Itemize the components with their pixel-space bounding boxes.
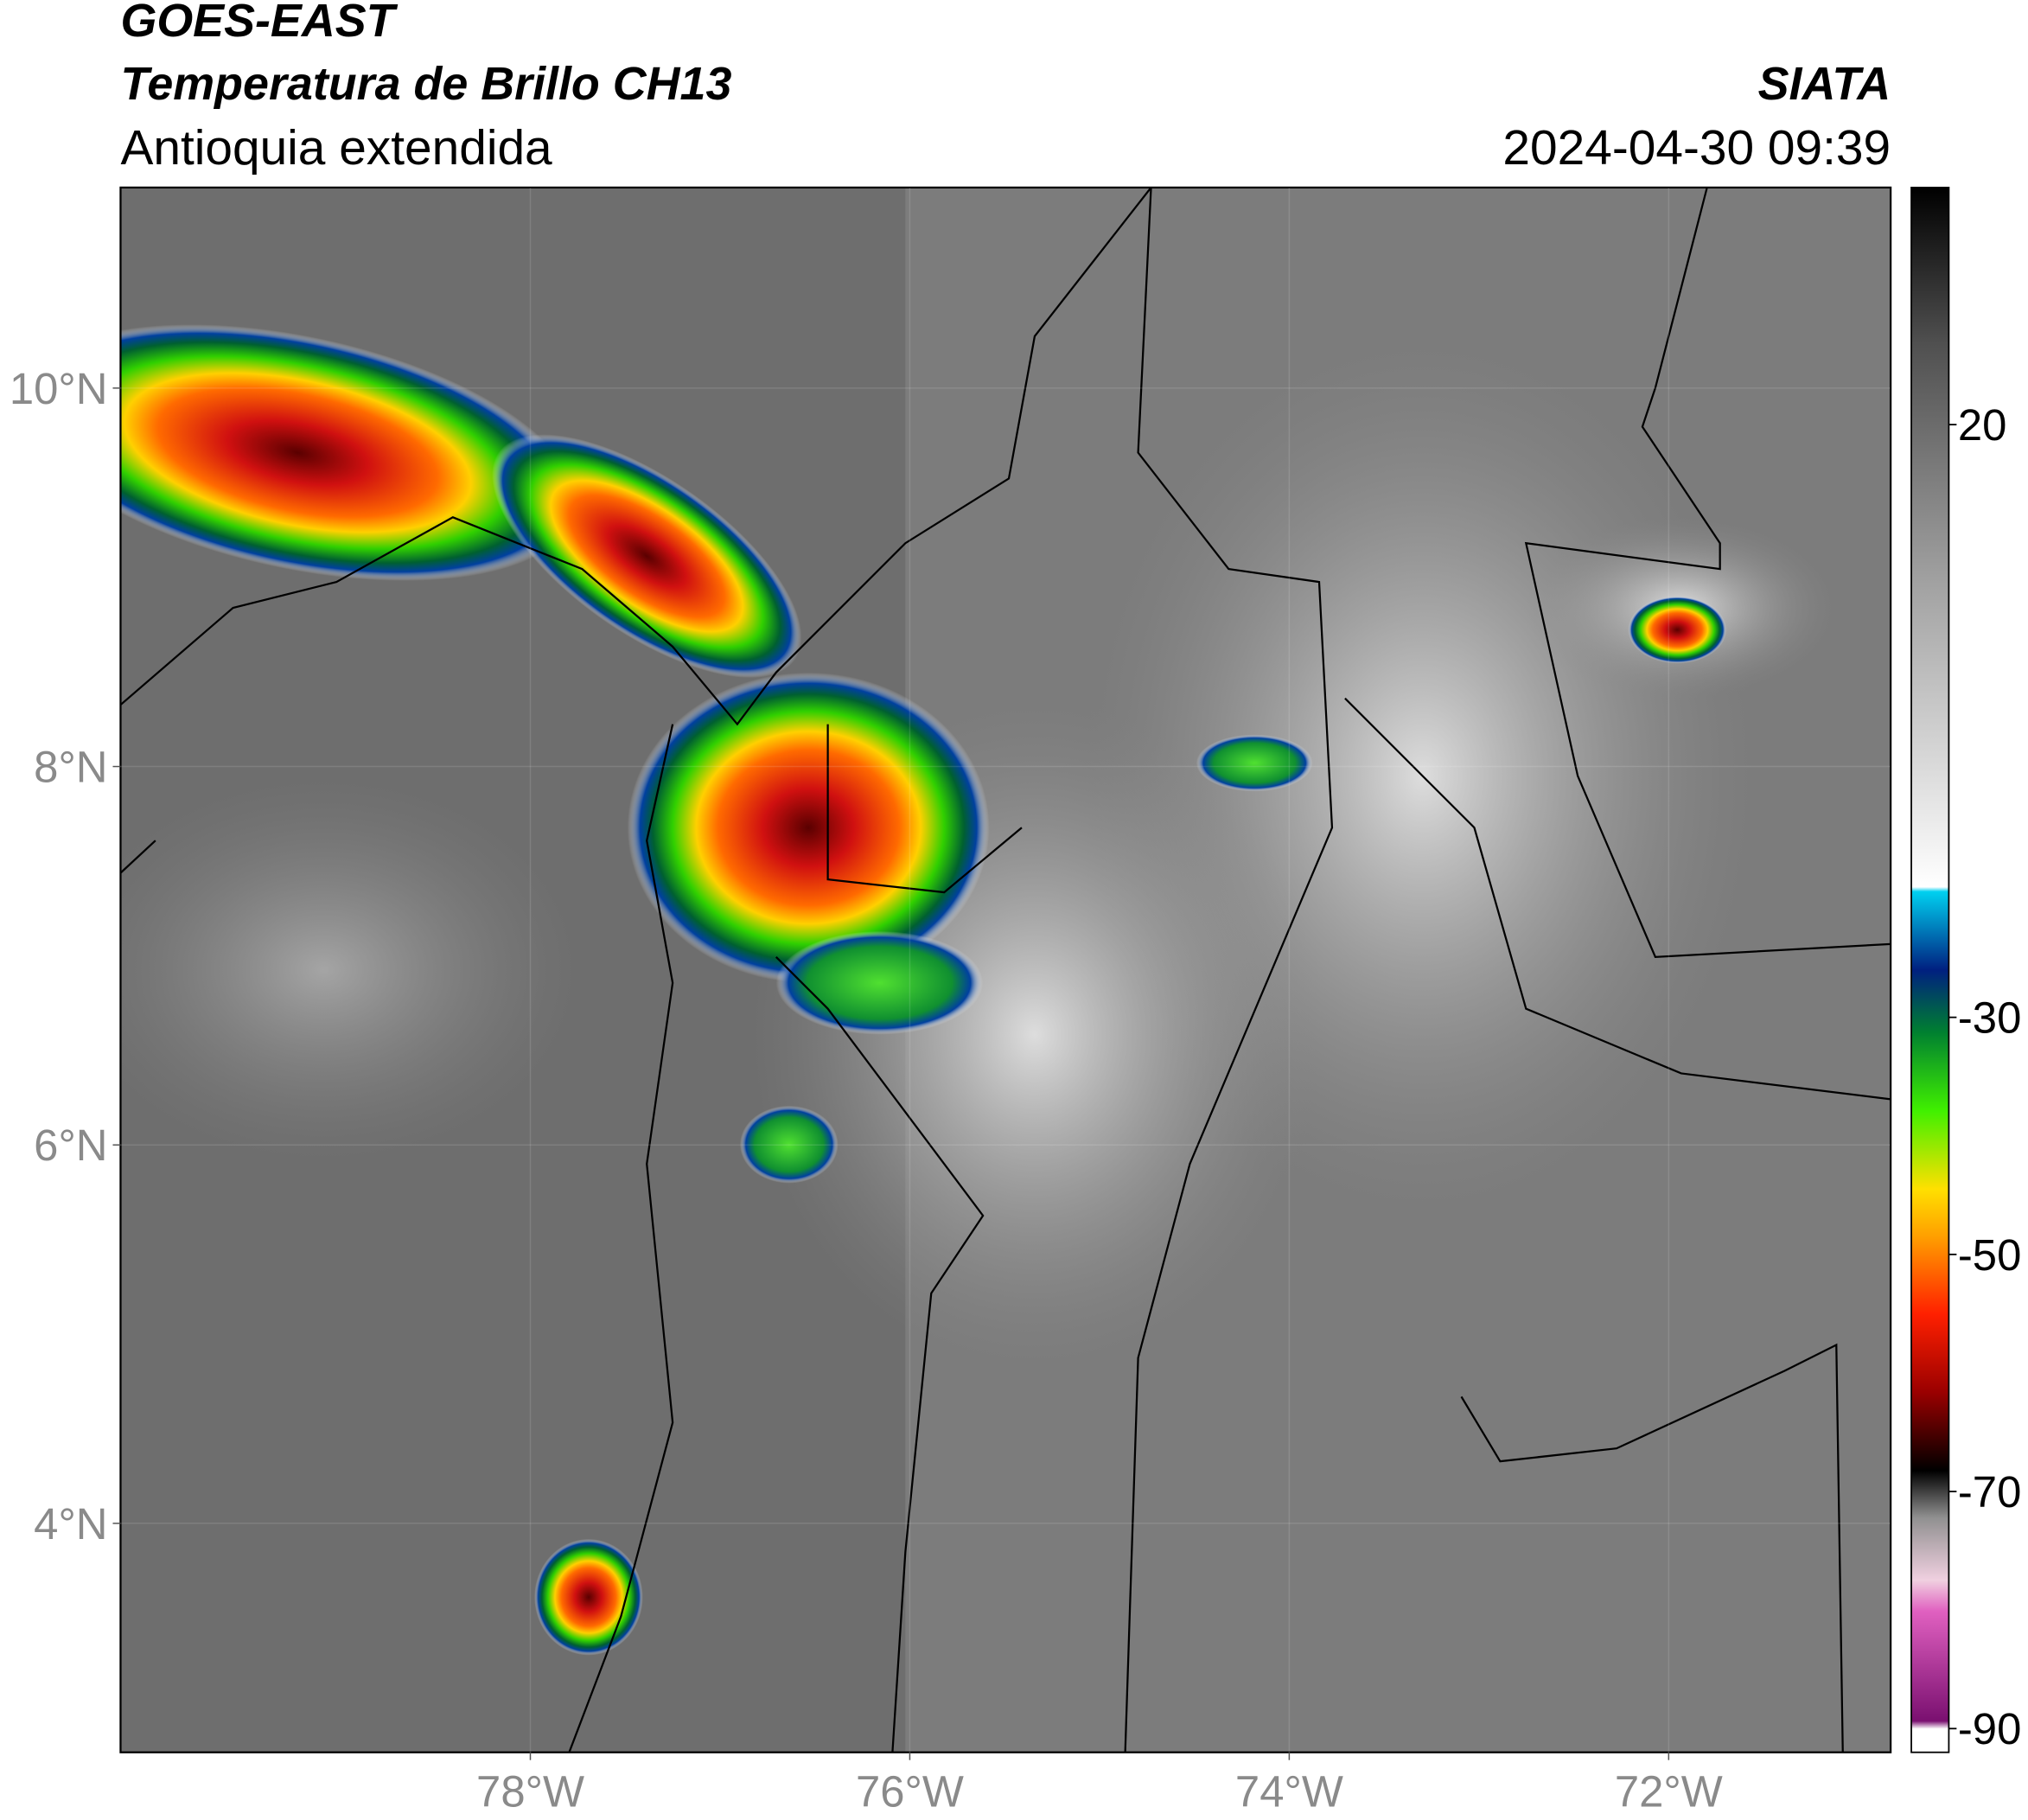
x-tick-label: 78°W <box>476 1767 584 1816</box>
convective-cell <box>120 324 577 581</box>
cold-cloud <box>775 930 984 1035</box>
convective-cell <box>492 434 802 678</box>
source: SIATA <box>1758 58 1891 110</box>
colorbar-tick-label: -70 <box>1958 1467 2022 1517</box>
x-tick-label: 72°W <box>1615 1767 1723 1816</box>
convective-cell <box>1628 596 1727 664</box>
colorbar <box>1910 186 1950 1753</box>
cloud-field <box>120 776 583 1165</box>
title-satellite: GOES-EAST <box>120 0 398 47</box>
subtitle-region: Antioquia extendida <box>120 121 552 176</box>
convective-cell <box>534 1538 643 1656</box>
cold-cloud <box>739 1105 839 1184</box>
y-tick-label: 8°N <box>34 742 107 791</box>
y-tick-label: 10°N <box>10 364 108 413</box>
map-frame <box>119 186 1892 1753</box>
x-tick-label: 74°W <box>1235 1767 1343 1816</box>
colorbar-tick-label: -90 <box>1958 1704 2022 1753</box>
datetime: 2024-04-30 09:39 <box>1502 121 1891 176</box>
colorbar-tick-label: -30 <box>1958 993 2022 1043</box>
colorbar-tick-label: -50 <box>1958 1230 2022 1280</box>
cold-cloud <box>1196 734 1313 792</box>
convective-cell <box>627 672 990 983</box>
boundaries <box>120 187 1891 1753</box>
colorbar-tick-label: 20 <box>1958 400 2007 450</box>
y-tick-label: 6°N <box>34 1121 107 1170</box>
y-tick-label: 4°N <box>34 1499 107 1549</box>
map-image <box>120 187 1891 1753</box>
title-product: Temperatura de Brillo CH13 <box>120 58 731 110</box>
x-tick-label: 76°W <box>856 1767 964 1816</box>
